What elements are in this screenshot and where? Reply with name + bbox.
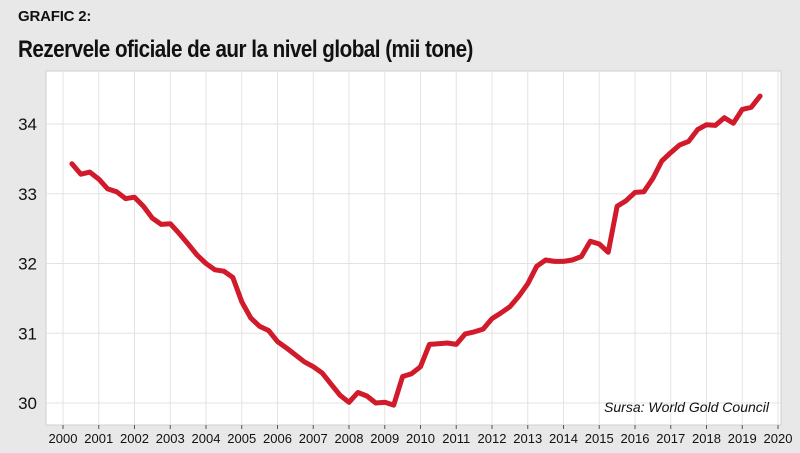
y-tick-label: 30 xyxy=(18,394,37,413)
x-tick-label: 2004 xyxy=(192,431,221,446)
x-tick-label: 2008 xyxy=(335,431,364,446)
x-tick-label: 2009 xyxy=(370,431,399,446)
x-axis: 2000 2001 2002 2003 2004 2005 2006 2007 2008 2009… xyxy=(49,425,793,446)
x-tick-label: 2010 xyxy=(406,431,435,446)
x-tick-label: 2001 xyxy=(84,431,113,446)
y-tick-label: 34 xyxy=(18,115,37,134)
series-line-gold-reserves xyxy=(69,93,763,408)
chart-title: Rezervele oficiale de aur la nivel globa… xyxy=(18,36,473,63)
x-tick-label: 2003 xyxy=(156,431,185,446)
chart-kicker: GRAFIC 2: xyxy=(18,8,92,25)
x-tick-label: 2019 xyxy=(728,431,757,446)
x-tick-label: 2014 xyxy=(549,431,578,446)
y-axis: 30 31 32 33 34 xyxy=(18,115,37,413)
x-tick-label: 2007 xyxy=(299,431,328,446)
x-tick-label: 2016 xyxy=(621,431,650,446)
grid xyxy=(46,71,781,425)
x-tick-label: 2018 xyxy=(692,431,721,446)
x-tick-label: 2015 xyxy=(585,431,614,446)
source-note: Sursa: World Gold Council xyxy=(604,399,770,415)
y-tick-label: 33 xyxy=(18,185,37,204)
x-tick-label: 2011 xyxy=(442,431,470,446)
x-tick-label: 2013 xyxy=(513,431,542,446)
y-tick-label: 31 xyxy=(18,324,37,343)
x-tick-label: 2002 xyxy=(120,431,149,446)
x-tick-label: 2000 xyxy=(49,431,78,446)
x-tick-label: 2012 xyxy=(478,431,507,446)
x-tick-label: 2017 xyxy=(656,431,685,446)
plot-area xyxy=(45,70,782,426)
x-tick-label: 2006 xyxy=(263,431,292,446)
y-tick-label: 32 xyxy=(18,255,37,274)
x-tick-label: 2020 xyxy=(764,431,793,446)
x-tick-label: 2005 xyxy=(227,431,256,446)
